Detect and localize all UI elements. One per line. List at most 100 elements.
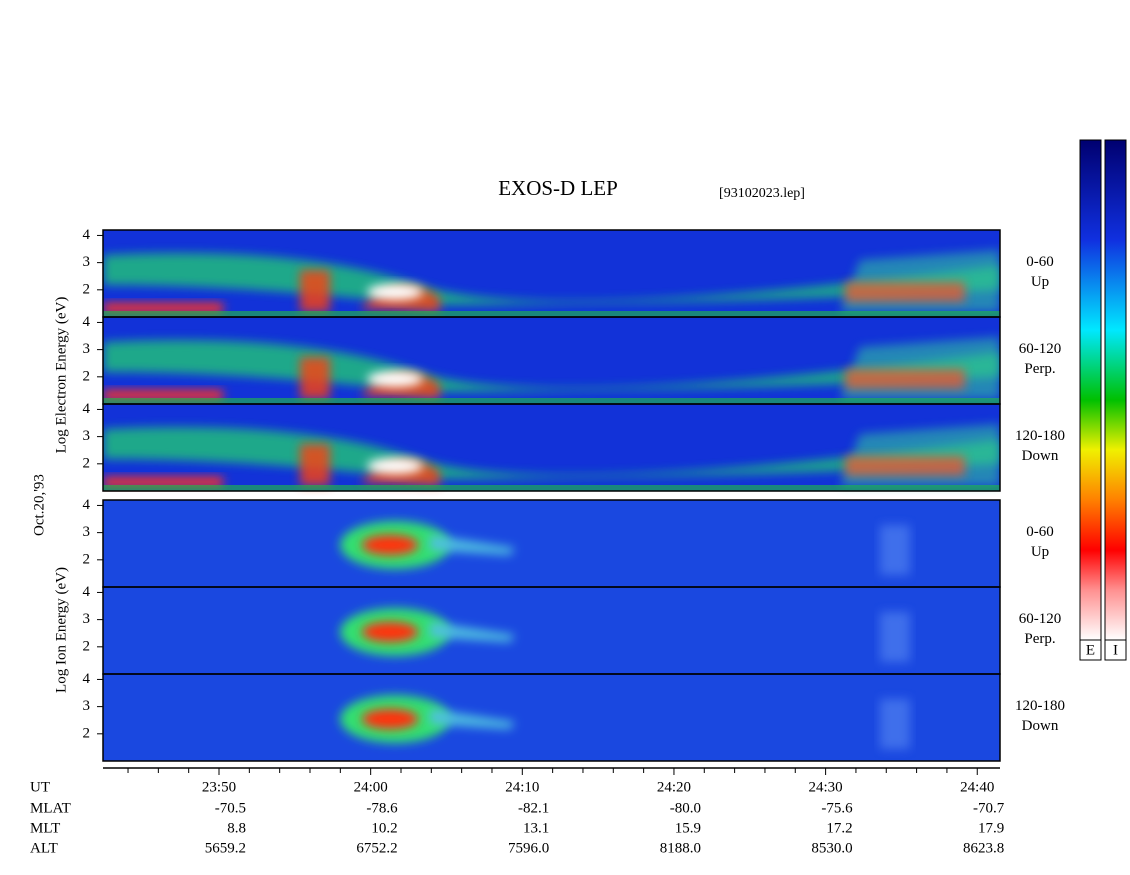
y-axis-label: Log Electron Energy (eV) (53, 297, 69, 454)
y-tick-label: 4 (83, 497, 91, 513)
y-axis-label: Log Ion Energy (eV) (53, 567, 69, 693)
ephemeris-value: -70.5 (215, 800, 246, 816)
x-tick-label: 24:30 (809, 779, 843, 795)
y-tick-label: 3 (83, 254, 91, 270)
spectrum-band (103, 390, 223, 400)
row-label: MLAT (30, 800, 71, 816)
spectrum-band (880, 612, 910, 662)
direction-label: Perp. (1024, 361, 1055, 377)
date-label: Oct.20,'93 (31, 474, 47, 536)
x-tick-label: 23:50 (202, 779, 236, 795)
pitch-label: 120-180 (1015, 428, 1065, 444)
x-tick-label: 24:00 (354, 779, 388, 795)
pitch-label: 60-120 (1019, 611, 1062, 627)
panel-background (103, 587, 1000, 674)
panel-frame (102, 673, 1001, 762)
ephemeris-value: 17.9 (978, 820, 1004, 836)
spectrum-band (880, 699, 910, 749)
color-bar-label-box (1104, 639, 1127, 661)
spectrum-band (103, 303, 223, 313)
x-tick-label: 24:10 (505, 779, 539, 795)
y-tick-label: 3 (83, 524, 91, 540)
y-tick-label: 3 (83, 428, 91, 444)
title: EXOS-D LEP (498, 176, 618, 200)
y-tick-label: 4 (83, 671, 91, 687)
y-tick-label: 2 (83, 455, 91, 471)
y-tick-label: 2 (83, 725, 91, 741)
ephemeris-value: -80.0 (670, 800, 701, 816)
ephemeris-value: 8623.8 (963, 840, 1004, 856)
y-tick-label: 4 (83, 314, 91, 330)
spectrum-band (845, 456, 965, 476)
pitch-label: 0-60 (1026, 254, 1054, 270)
direction-label: Down (1022, 448, 1059, 464)
spectrum-band (103, 477, 223, 487)
y-tick-label: 2 (83, 638, 91, 654)
spectrum-band (430, 535, 515, 555)
spectrum-blob (362, 535, 418, 555)
spectrum-blob (362, 709, 418, 729)
spectrum-band (300, 357, 440, 399)
direction-label: Up (1031, 274, 1049, 290)
spectrum-band (300, 270, 440, 312)
ephemeris-value: 8188.0 (660, 840, 701, 856)
ephemeris-value: -78.6 (366, 800, 398, 816)
spectrum-blob (367, 458, 423, 474)
spectrum-band (103, 311, 1000, 317)
panel-background (103, 674, 1000, 761)
spectrum-band (103, 485, 1000, 491)
ephemeris-value: -82.1 (518, 800, 549, 816)
direction-label: Up (1031, 544, 1049, 560)
color-bar (1104, 139, 1127, 641)
y-tick-label: 3 (83, 341, 91, 357)
y-tick-label: 3 (83, 611, 91, 627)
color-bar-label: E (1086, 642, 1095, 658)
ephemeris-value: 7596.0 (508, 840, 549, 856)
spectrum-blob (367, 284, 423, 300)
color-bar-label: I (1113, 642, 1118, 658)
y-tick-label: 4 (83, 584, 91, 600)
y-tick-label: 2 (83, 368, 91, 384)
pitch-label: 60-120 (1019, 341, 1062, 357)
ephemeris-value: 15.9 (675, 820, 701, 836)
ephemeris-value: 17.2 (826, 820, 852, 836)
x-tick-label: 24:40 (960, 779, 994, 795)
spectrum-blob (367, 371, 423, 387)
ephemeris-value: 8.8 (227, 820, 246, 836)
y-tick-label: 3 (83, 698, 91, 714)
spectrum-band (845, 282, 965, 302)
color-bar (1079, 139, 1102, 641)
direction-label: Perp. (1024, 631, 1055, 647)
ephemeris-value: 8530.0 (811, 840, 852, 856)
ephemeris-value: 10.2 (371, 820, 397, 836)
spectrograms (103, 230, 1000, 761)
spectrum-blob (362, 622, 418, 642)
spectrum-band (880, 525, 910, 575)
pitch-label: 120-180 (1015, 698, 1065, 714)
row-label: UT (30, 779, 50, 795)
panel-frame (102, 403, 1001, 492)
direction-label: Down (1022, 718, 1059, 734)
spectrum-band (430, 622, 515, 642)
color-bar-label-box (1079, 639, 1102, 661)
spectrum-band (845, 369, 965, 389)
spectrum-band (103, 398, 1000, 404)
x-tick-label: 24:20 (657, 779, 691, 795)
row-label: ALT (30, 840, 58, 856)
ephemeris-value: 5659.2 (205, 840, 246, 856)
ephemeris-value: 6752.2 (356, 840, 397, 856)
ephemeris-value: 13.1 (523, 820, 549, 836)
panel-background (103, 500, 1000, 587)
spectrum-band (300, 444, 440, 486)
y-tick-label: 4 (83, 401, 91, 417)
pitch-label: 0-60 (1026, 524, 1054, 540)
y-tick-label: 2 (83, 281, 91, 297)
spectrum-band (430, 709, 515, 729)
ephemeris-value: -75.6 (821, 800, 853, 816)
y-tick-label: 4 (83, 227, 91, 243)
y-tick-label: 2 (83, 551, 91, 567)
ephemeris-value: -70.7 (973, 800, 1005, 816)
file-label: [93102023.lep] (719, 186, 805, 201)
row-label: MLT (30, 820, 60, 836)
